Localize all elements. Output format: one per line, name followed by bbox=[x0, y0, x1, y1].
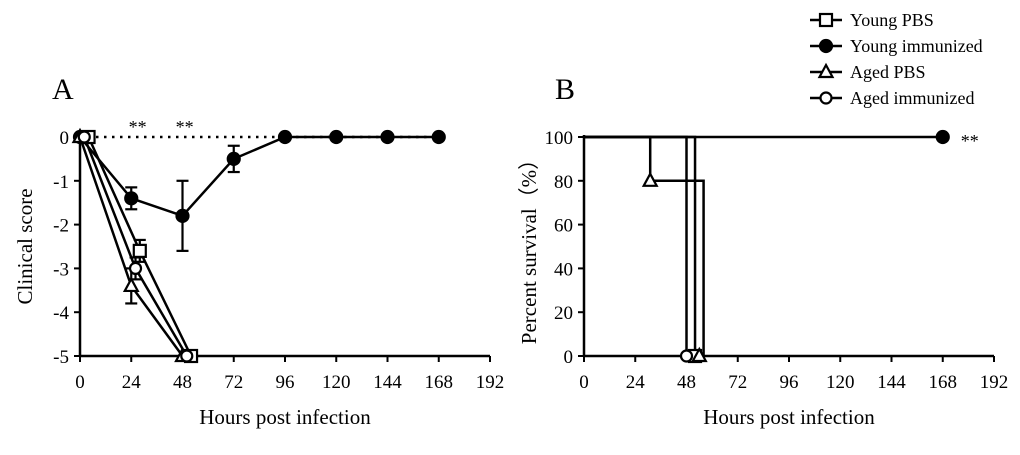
x-tick-label: 0 bbox=[75, 372, 85, 393]
data-point bbox=[226, 151, 241, 166]
legend-item: Young PBS bbox=[810, 10, 934, 30]
legend-marker bbox=[818, 38, 834, 54]
y-tick-label: -5 bbox=[53, 347, 69, 368]
data-point bbox=[329, 129, 344, 145]
series-aged-pbs bbox=[71, 127, 191, 363]
series-line bbox=[584, 135, 697, 356]
legend-marker bbox=[818, 12, 834, 28]
data-point bbox=[935, 129, 950, 145]
legend-item: Young immunized bbox=[810, 36, 983, 56]
legend-label: Aged immunized bbox=[850, 88, 974, 108]
x-tick-label: 168 bbox=[425, 372, 454, 393]
y-tick-label: 100 bbox=[545, 128, 574, 149]
significance-marker: ** bbox=[961, 131, 979, 151]
y-axis-label: Clinical score bbox=[13, 188, 37, 304]
data-point bbox=[180, 349, 194, 363]
data-point bbox=[77, 130, 91, 144]
x-tick-label: 72 bbox=[224, 372, 243, 393]
y-tick-label: 20 bbox=[554, 303, 573, 324]
x-tick-label: 24 bbox=[626, 372, 646, 393]
x-tick-label: 72 bbox=[728, 372, 747, 393]
x-tick-label: 96 bbox=[276, 372, 295, 393]
y-tick-label: -3 bbox=[53, 259, 69, 280]
x-tick-label: 48 bbox=[677, 372, 696, 393]
data-point bbox=[679, 349, 694, 363]
data-point bbox=[132, 243, 147, 258]
x-tick-label: 0 bbox=[579, 372, 589, 393]
x-tick-label: 168 bbox=[929, 372, 958, 393]
x-tick-label: 144 bbox=[373, 372, 402, 393]
legend-label: Young PBS bbox=[850, 10, 934, 30]
legend-marker bbox=[819, 91, 833, 105]
legend-label: Aged PBS bbox=[850, 62, 926, 82]
series-line bbox=[584, 135, 688, 356]
y-tick-label: 0 bbox=[60, 128, 70, 149]
x-axis-label: Hours post infection bbox=[703, 405, 875, 429]
chart-b: 0 24 48 72 96 120 144 168 192 0 20 40 60 80 100 Hours p… bbox=[517, 128, 1008, 429]
data-point bbox=[380, 129, 395, 145]
chart-a: 0 24 48 72 96 120 144 168 192 0 -1 -2 -3 -4 -5 Hours po… bbox=[13, 117, 504, 429]
x-tick-label: 120 bbox=[826, 372, 855, 393]
legend: Young PBS Young immunized Aged PBS Aged imm… bbox=[810, 10, 983, 108]
series-aged-immunized bbox=[584, 135, 694, 363]
series-young-pbs bbox=[81, 129, 199, 364]
legend-item: Aged PBS bbox=[810, 62, 926, 82]
y-tick-label: -2 bbox=[53, 216, 69, 237]
data-point bbox=[277, 129, 293, 145]
significance-marker: ** bbox=[176, 117, 194, 137]
y-tick-label: 0 bbox=[564, 347, 574, 368]
y-tick-label: 40 bbox=[554, 259, 573, 280]
series-young-pbs bbox=[584, 135, 703, 364]
y-tick-label: 60 bbox=[554, 216, 573, 237]
data-point bbox=[431, 129, 446, 145]
y-tick-label: -1 bbox=[53, 172, 69, 193]
x-tick-label: 96 bbox=[780, 372, 799, 393]
data-point bbox=[124, 191, 139, 206]
x-tick-label: 48 bbox=[173, 372, 192, 393]
legend-item: Aged immunized bbox=[810, 88, 974, 108]
data-point bbox=[128, 261, 143, 275]
x-tick-label: 192 bbox=[476, 372, 505, 393]
x-axis-label: Hours post infection bbox=[199, 405, 371, 429]
y-tick-label: -4 bbox=[53, 303, 69, 324]
panel-b-label: B bbox=[555, 73, 575, 106]
significance-marker: ** bbox=[129, 117, 147, 137]
series-young-immunized bbox=[72, 129, 446, 252]
x-tick-label: 192 bbox=[980, 372, 1009, 393]
x-tick-label: 24 bbox=[122, 372, 142, 393]
x-tick-label: 144 bbox=[877, 372, 906, 393]
y-tick-label: 80 bbox=[554, 172, 573, 193]
series-aged-immunized bbox=[77, 130, 194, 363]
legend-marker bbox=[817, 62, 835, 79]
data-point bbox=[175, 208, 190, 223]
y-axis-label: Percent survival（%） bbox=[517, 149, 541, 344]
data-point bbox=[641, 171, 659, 187]
data-point bbox=[690, 346, 708, 363]
x-tick-label: 120 bbox=[322, 372, 351, 393]
data-point bbox=[122, 276, 140, 293]
panel-a-label: A bbox=[52, 73, 74, 106]
series-line bbox=[79, 135, 439, 218]
legend-label: Young immunized bbox=[850, 36, 983, 56]
